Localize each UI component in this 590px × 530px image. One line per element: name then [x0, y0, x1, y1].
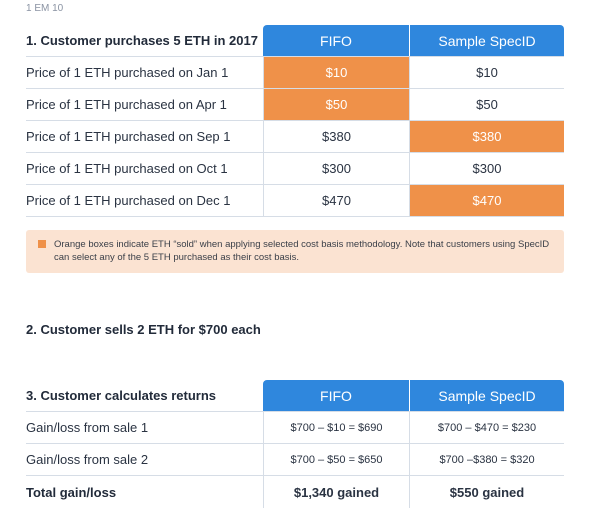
- row-label: Price of 1 ETH purchased on Dec 1: [26, 193, 231, 208]
- specid-cell: $700 –$380 = $320: [409, 444, 564, 475]
- fifo-cell: $300: [263, 153, 409, 184]
- specid-cell: $700 – $470 = $230: [409, 412, 564, 443]
- table-row: Price of 1 ETH purchased on Apr 1 $50 $5…: [26, 89, 564, 121]
- clipped-heading: 1 EM 10: [26, 4, 64, 12]
- fifo-cell-sold: $50: [263, 89, 409, 120]
- row-label: Price of 1 ETH purchased on Sep 1: [26, 129, 231, 144]
- specid-cell: $50: [409, 89, 564, 120]
- fifo-column-header: FIFO: [263, 380, 409, 411]
- orange-square-icon: [38, 240, 46, 248]
- returns-table: 3. Customer calculates returns FIFO Samp…: [26, 380, 564, 508]
- fifo-cell: $700 – $10 = $690: [263, 412, 409, 443]
- purchases-table-title: 1. Customer purchases 5 ETH in 2017: [26, 33, 258, 48]
- purchases-table-header: 1. Customer purchases 5 ETH in 2017 FIFO…: [26, 25, 564, 57]
- table-row: Price of 1 ETH purchased on Dec 1 $470 $…: [26, 185, 564, 217]
- table-row: Price of 1 ETH purchased on Oct 1 $300 $…: [26, 153, 564, 185]
- table-row: Price of 1 ETH purchased on Sep 1 $380 $…: [26, 121, 564, 153]
- fifo-cell: $380: [263, 121, 409, 152]
- specid-cell: $10: [409, 57, 564, 88]
- returns-table-header: 3. Customer calculates returns FIFO Samp…: [26, 380, 564, 412]
- total-row: Total gain/loss $1,340 gained $550 gaine…: [26, 476, 564, 508]
- specid-cell-sold: $380: [409, 121, 564, 152]
- specid-column-header: Sample SpecID: [409, 25, 564, 56]
- fifo-cell-sold: $10: [263, 57, 409, 88]
- step-2-heading: 2. Customer sells 2 ETH for $700 each: [26, 322, 261, 337]
- table-row: Gain/loss from sale 1 $700 – $10 = $690 …: [26, 412, 564, 444]
- returns-table-title: 3. Customer calculates returns: [26, 388, 217, 403]
- row-label: Gain/loss from sale 1: [26, 420, 149, 435]
- fifo-cell: $700 – $50 = $650: [263, 444, 409, 475]
- table-row: Gain/loss from sale 2 $700 – $50 = $650 …: [26, 444, 564, 476]
- specid-cell-sold: $470: [409, 185, 564, 216]
- legend-note-text: Orange boxes indicate ETH “sold” when ap…: [54, 239, 550, 263]
- row-label: Gain/loss from sale 2: [26, 452, 149, 467]
- table-row: Price of 1 ETH purchased on Jan 1 $10 $1…: [26, 57, 564, 89]
- specid-total-cell: $550 gained: [409, 476, 564, 508]
- fifo-column-header: FIFO: [263, 25, 409, 56]
- specid-cell: $300: [409, 153, 564, 184]
- legend-note: Orange boxes indicate ETH “sold” when ap…: [26, 230, 564, 273]
- row-label: Price of 1 ETH purchased on Apr 1: [26, 97, 227, 112]
- specid-column-header: Sample SpecID: [409, 380, 564, 411]
- row-label: Total gain/loss: [26, 484, 117, 500]
- row-label: Price of 1 ETH purchased on Oct 1: [26, 161, 228, 176]
- fifo-cell: $470: [263, 185, 409, 216]
- purchases-table: 1. Customer purchases 5 ETH in 2017 FIFO…: [26, 25, 564, 217]
- row-label: Price of 1 ETH purchased on Jan 1: [26, 65, 229, 80]
- fifo-total-cell: $1,340 gained: [263, 476, 409, 508]
